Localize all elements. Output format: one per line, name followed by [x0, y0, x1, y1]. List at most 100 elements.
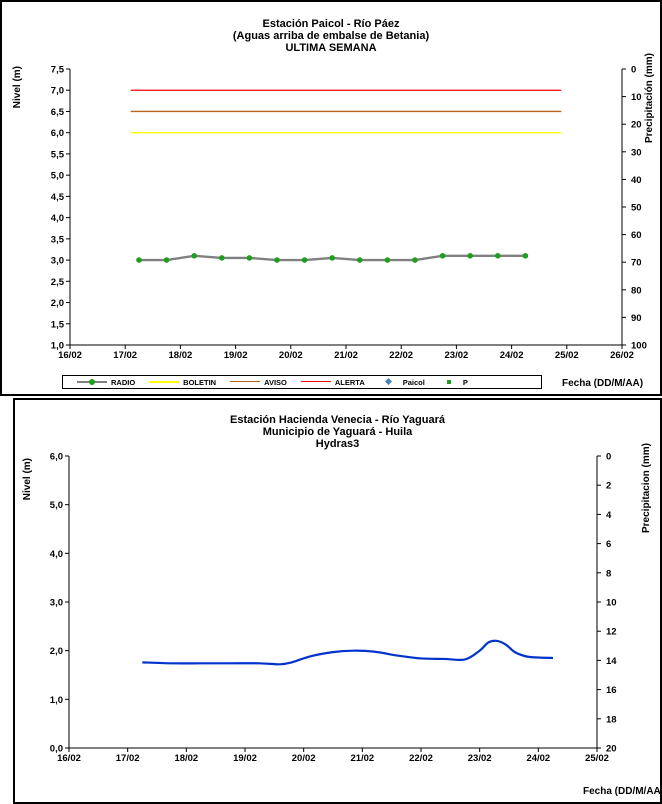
x-tick-label: 25/02: [585, 753, 609, 764]
x-tick-label: 17/02: [116, 753, 140, 764]
y-tick-label: 4,0: [50, 549, 63, 560]
y2-tick-label: 6: [606, 539, 611, 550]
chart-period: ULTIMA SEMANA: [285, 42, 377, 54]
legend-item-aviso: AVISO: [230, 377, 287, 387]
y-axis-title: Nivel (m): [22, 458, 33, 500]
y-axis-title: Nivel (m): [12, 66, 23, 108]
data-point-radio: [246, 255, 253, 261]
legend-item-boletin: BOLETIN: [149, 377, 216, 387]
y2-axis-title: Precipitación (mm): [644, 53, 655, 143]
y-tick-label: 5,0: [51, 171, 64, 182]
x-axis-title: Fecha (DD/M/AA): [583, 786, 662, 797]
y2-tick-label: 0: [606, 452, 611, 463]
x-tick-label: 16/02: [58, 350, 82, 361]
y-tick-label: 7,5: [51, 65, 65, 76]
data-point-radio: [163, 257, 170, 263]
y-tick-label: 1,5: [51, 319, 65, 330]
x-tick-label: 21/02: [334, 350, 358, 361]
legend-label-radio: RADIO: [111, 377, 136, 387]
x-tick-label: 25/02: [555, 350, 579, 361]
legend-item-alerta: ALERTA: [300, 377, 365, 387]
legend-label-paicol: Paicol: [402, 377, 425, 387]
y2-axis-title: Precipitacion (mm): [641, 443, 652, 533]
x-tick-label: 23/02: [468, 753, 492, 764]
y-tick-label: 4,5: [51, 192, 65, 203]
y2-tick-label: 90: [631, 313, 642, 324]
y2-tick-label: 2: [606, 481, 611, 492]
x-tick-label: 17/02: [113, 350, 137, 361]
x-tick-label: 21/02: [350, 753, 374, 764]
x-tick-label: 22/02: [409, 753, 433, 764]
data-point-radio: [412, 257, 418, 263]
series-line-level: [142, 639, 554, 666]
x-tick-label: 20/02: [292, 753, 316, 764]
x-tick-label: 19/02: [224, 350, 248, 361]
y2-tick-label: 10: [606, 598, 617, 609]
y-tick-label: 4,0: [51, 213, 64, 224]
legend-label-boletin: BOLETIN: [183, 377, 217, 387]
y2-tick-label: 20: [606, 744, 617, 755]
legend-item-p: P: [439, 377, 468, 387]
legend-label-alerta: ALERTA: [334, 377, 365, 387]
data-point-radio: [301, 257, 308, 263]
data-point-radio: [384, 257, 391, 263]
x-tick-label: 18/02: [169, 350, 193, 361]
y2-tick-label: 10: [631, 92, 642, 103]
y-tick-label: 5,5: [51, 149, 65, 160]
x-tick-label: 24/02: [526, 753, 550, 764]
y-tick-label: 2,0: [50, 646, 63, 657]
legend-label-p: P: [462, 377, 468, 387]
y2-tick-label: 18: [606, 714, 617, 725]
y2-tick-label: 20: [631, 120, 642, 131]
y2-tick-label: 4: [606, 510, 612, 521]
x-tick-label: 26/02: [610, 350, 634, 361]
data-point-radio: [522, 253, 529, 259]
y-tick-label: 3,0: [51, 256, 64, 267]
x-tick-label: 16/02: [57, 753, 81, 764]
data-point-radio: [495, 253, 501, 259]
y2-tick-label: 40: [631, 175, 642, 186]
x-tick-label: 24/02: [500, 350, 524, 361]
y2-tick-label: 30: [631, 147, 642, 158]
y-tick-label: 0,0: [50, 744, 63, 755]
x-axis-title: Fecha (DD/M/AA): [562, 378, 644, 389]
chart-panel-paicol: Estación Paicol - Río Páez (Aguas arriba…: [0, 0, 662, 396]
y-tick-label: 2,0: [51, 298, 64, 309]
data-point-radio: [357, 257, 363, 263]
chart-period: Hydras3: [315, 438, 360, 450]
y2-tick-label: 50: [631, 203, 642, 214]
data-point-radio: [136, 257, 142, 263]
y-tick-label: 2,5: [51, 277, 65, 288]
chart-panel-venecia: Estación Hacienda Venecia - Río Yaguará …: [13, 398, 662, 804]
y2-tick-label: 14: [606, 656, 617, 667]
y-tick-label: 7,0: [51, 86, 64, 97]
y2-tick-label: 12: [606, 627, 617, 638]
chart-title: Estación Hacienda Venecia - Río Yaguará: [230, 414, 445, 426]
data-point-radio: [467, 253, 474, 259]
data-point-radio: [219, 255, 225, 261]
y2-tick-label: 16: [606, 685, 617, 696]
y-tick-label: 6,0: [51, 128, 64, 139]
y-tick-label: 1,0: [50, 695, 63, 706]
x-tick-label: 22/02: [389, 350, 413, 361]
y2-tick-label: 0: [631, 65, 636, 76]
x-tick-label: 20/02: [279, 350, 303, 361]
y-tick-label: 6,5: [51, 107, 65, 118]
chart-subtitle: (Aguas arriba de embalse de Betania): [232, 30, 430, 42]
y2-tick-label: 100: [631, 341, 647, 352]
y-tick-label: 5,0: [50, 500, 63, 511]
y-tick-label: 3,0: [50, 598, 63, 609]
x-tick-label: 23/02: [445, 350, 469, 361]
y-tick-label: 1,0: [51, 341, 64, 352]
data-point-radio: [191, 253, 197, 259]
x-tick-label: 18/02: [174, 753, 198, 764]
data-point-radio: [274, 257, 280, 263]
y-tick-label: 3,5: [51, 234, 65, 245]
data-point-radio: [439, 253, 446, 259]
y2-tick-label: 8: [606, 568, 611, 579]
legend-item-radio: RADIO: [77, 377, 135, 387]
data-point-radio: [329, 255, 336, 261]
legend-item-paicol: Paicol: [379, 377, 425, 387]
chart-title: Estación Paicol - Río Páez: [262, 18, 400, 30]
chart-area-venecia: 0,0 1,0 2,0 3,0 4,0 5,0 6,0 0 2 4 6 8 10 12 14 16 18 20 16…: [22, 443, 652, 764]
